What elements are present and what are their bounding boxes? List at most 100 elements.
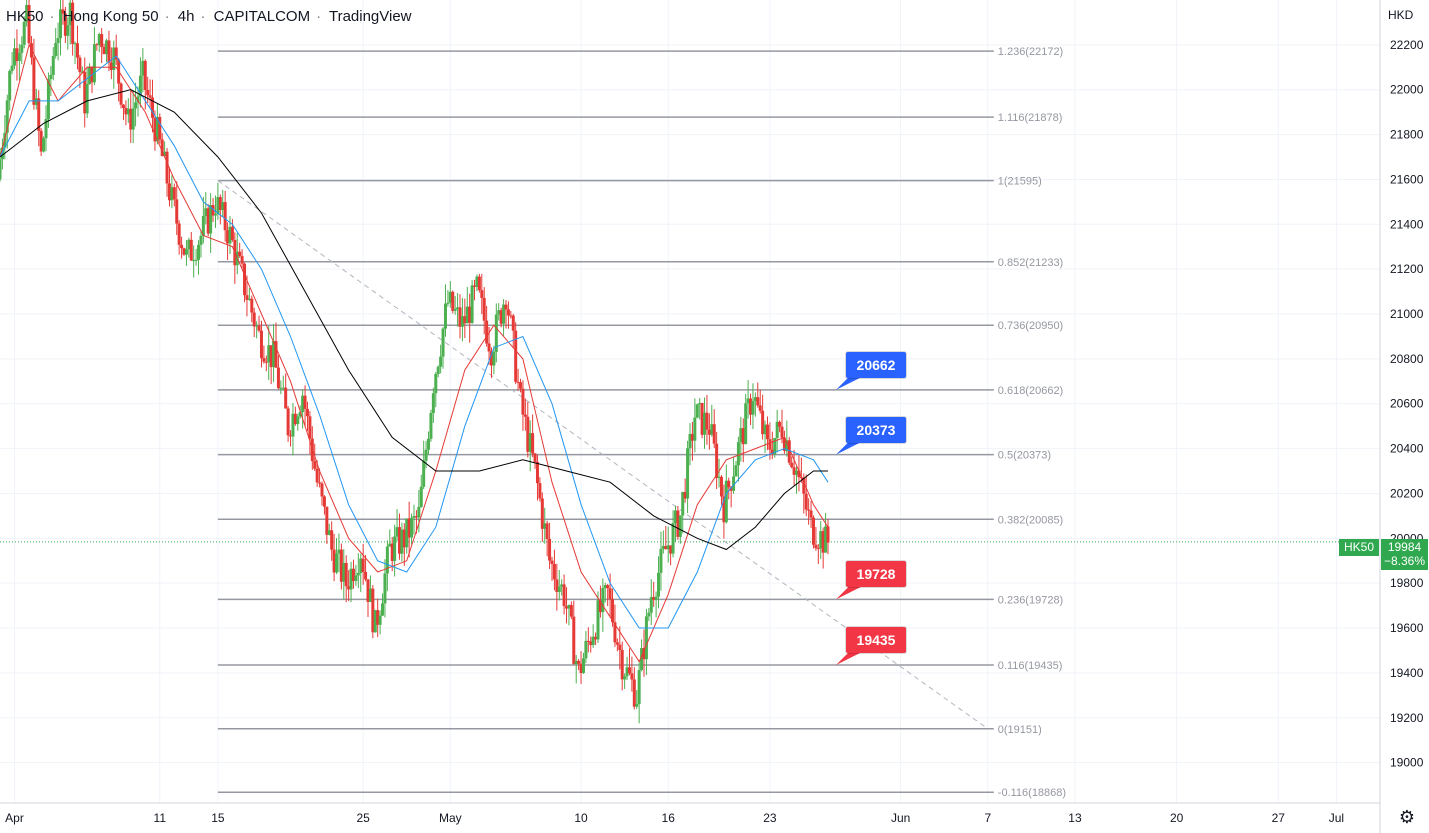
candle-body — [523, 414, 527, 417]
y-tick-label: 20600 — [1390, 397, 1424, 411]
candle-body — [552, 563, 556, 580]
candle-body — [126, 108, 130, 115]
candle-body — [463, 316, 467, 324]
candle-body — [347, 586, 351, 590]
candle-body — [95, 44, 99, 46]
candle-body — [654, 596, 658, 600]
candle-body — [562, 584, 566, 607]
candle-body — [700, 403, 704, 435]
candle-body — [763, 424, 767, 435]
candle-body — [640, 648, 644, 671]
candle-body — [182, 248, 186, 255]
candle-body — [497, 310, 501, 315]
candle-body — [281, 387, 285, 389]
candle-body — [255, 325, 259, 327]
price-callout[interactable]: 20373 — [846, 416, 906, 443]
candle-body — [567, 605, 571, 609]
price-callout[interactable]: 19728 — [846, 561, 906, 588]
x-tick-label: Apr — [5, 811, 24, 825]
candle-body — [453, 309, 457, 311]
candle-body — [581, 658, 585, 673]
candle-body — [378, 615, 382, 625]
y-tick-label: 22200 — [1390, 38, 1424, 52]
candle-body — [594, 636, 598, 640]
platform: TradingView — [328, 8, 412, 25]
candle-body — [402, 529, 406, 548]
symbol: HK50 — [6, 8, 44, 25]
candle-body — [683, 492, 687, 499]
candle-body — [138, 75, 142, 97]
candle-body — [758, 405, 762, 411]
y-tick-label: 21000 — [1390, 307, 1424, 321]
symbol-price-tag: HK50 — [1339, 539, 1379, 556]
y-tick-label: 19400 — [1390, 666, 1424, 680]
candle-body — [499, 310, 503, 324]
candle-body — [393, 536, 397, 561]
candle-body — [802, 477, 806, 494]
fib-level-label: 1.236(22172) — [998, 46, 1063, 58]
x-tick-label: 25 — [356, 811, 370, 825]
candle-body — [361, 558, 365, 572]
candle-body — [719, 476, 723, 497]
candle-body — [286, 408, 290, 436]
candle-body — [313, 461, 317, 469]
price-callout[interactable]: 19435 — [846, 627, 906, 654]
candle-body — [412, 516, 416, 518]
fibonacci-retracement: 1.236(22172) 1.116(21878) 1(21595) 0.852(21… — [0, 46, 1380, 799]
fib-level-label: 0.236(19728) — [998, 594, 1063, 606]
candle-body — [100, 34, 104, 48]
candle-body — [262, 358, 266, 362]
candle-body — [598, 600, 602, 613]
candle-body — [543, 523, 547, 529]
candle-body — [305, 408, 309, 417]
candle-body — [506, 309, 510, 316]
fib-level-label: 0.852(21233) — [998, 257, 1063, 269]
candle-body — [359, 558, 363, 573]
candle-body — [603, 585, 607, 589]
candle-body — [141, 60, 145, 76]
candle-body — [732, 476, 736, 491]
candle-body — [724, 480, 728, 523]
candle-body — [439, 356, 443, 367]
candle-body — [13, 48, 17, 66]
candle-body — [475, 276, 479, 287]
gear-icon[interactable]: ⚙ — [1398, 807, 1416, 827]
candle-body — [550, 560, 554, 564]
candle-body — [97, 34, 101, 46]
candle-body — [703, 412, 707, 435]
candle-body — [134, 102, 138, 109]
y-tick-label: 21200 — [1390, 262, 1424, 276]
candle-body — [749, 398, 753, 415]
y-tick-label: 21800 — [1390, 128, 1424, 142]
candle-body — [247, 298, 251, 300]
candle-body — [252, 312, 256, 327]
candle-body — [458, 307, 462, 327]
last-price-value: 19984 — [1387, 540, 1422, 554]
candle-body — [298, 412, 302, 417]
fib-level-label: 0.116(19435) — [998, 660, 1063, 672]
last-price-change: −8.36% — [1383, 554, 1426, 568]
candle-body — [131, 108, 135, 130]
price-callout[interactable]: 20662 — [846, 351, 906, 378]
candle-body — [10, 65, 14, 71]
candle-body — [373, 610, 377, 633]
interval[interactable]: 4h — [177, 8, 195, 25]
candle-body — [366, 579, 370, 602]
candle-body — [765, 424, 769, 440]
candle-body — [238, 251, 242, 257]
candle-body — [819, 531, 823, 549]
candle-body — [443, 303, 447, 329]
currency-label[interactable]: HKD — [1388, 8, 1414, 22]
candle-body — [259, 330, 263, 359]
candle-body — [284, 387, 288, 409]
candle-body — [519, 382, 523, 389]
candle-body — [163, 151, 167, 157]
candle-body — [213, 214, 217, 216]
candle-body — [32, 57, 36, 105]
candle-body — [778, 421, 782, 427]
candle-body — [744, 403, 748, 445]
candle-body — [565, 606, 569, 609]
candle-body — [337, 549, 341, 554]
